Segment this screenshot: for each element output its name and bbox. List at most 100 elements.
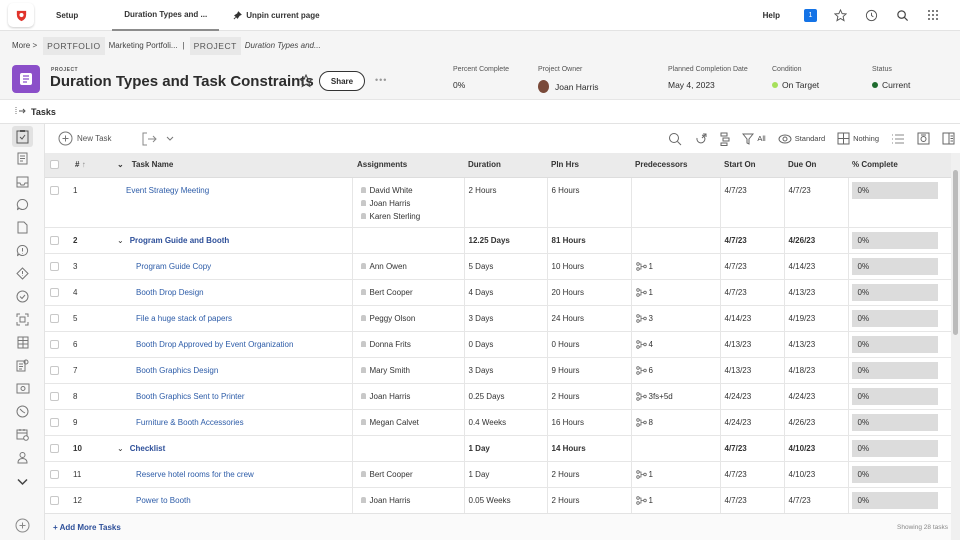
task-name-link[interactable]: Power to Booth: [136, 495, 191, 505]
predecessors-cell[interactable]: 1: [631, 253, 721, 280]
start-on-cell[interactable]: 4/7/23: [720, 279, 785, 306]
tasks-icon[interactable]: [12, 126, 33, 147]
predecessor-value[interactable]: 1: [648, 469, 653, 479]
percent-complete-cell[interactable]: 0%: [848, 279, 951, 306]
predecessors-cell[interactable]: [631, 177, 721, 228]
percent-complete-bar[interactable]: 0%: [851, 283, 938, 301]
share-button[interactable]: Share: [319, 71, 365, 91]
updates-icon[interactable]: [15, 197, 30, 212]
row-checkbox[interactable]: [50, 313, 59, 323]
select-all-checkbox[interactable]: [50, 160, 59, 170]
row-checkbox[interactable]: [50, 365, 59, 375]
predecessor-value[interactable]: 3fs+5d: [648, 391, 673, 401]
search-icon[interactable]: [668, 132, 682, 146]
column-header-assignments[interactable]: Assignments: [352, 153, 464, 178]
task-name-link[interactable]: Checklist: [129, 443, 166, 453]
breadcrumb-portfolio-link[interactable]: Marketing Portfoli...: [108, 41, 178, 50]
percent-complete-bar[interactable]: 0%: [851, 231, 938, 249]
table-row[interactable]: 8 Booth Graphics Sent to Printer Joan Harr…: [45, 383, 951, 410]
planned-hours-cell[interactable]: 6 Hours: [547, 177, 632, 228]
row-checkbox[interactable]: [50, 417, 59, 427]
document-icon[interactable]: [15, 151, 30, 166]
table-row[interactable]: 12 Power to Booth Joan Harris 0.05 Weeks 2 H…: [45, 487, 951, 513]
planned-hours-cell[interactable]: 2 Hours: [547, 461, 632, 488]
percent-complete-bar[interactable]: 0%: [851, 387, 938, 405]
row-checkbox[interactable]: [50, 185, 59, 195]
due-on-cell[interactable]: 4/7/23: [784, 487, 849, 513]
finance-icon[interactable]: [15, 381, 30, 396]
notifications-badge[interactable]: 1: [804, 8, 817, 22]
assignee[interactable]: David White: [360, 186, 464, 195]
due-on-cell[interactable]: 4/14/23: [784, 253, 849, 280]
duration-cell[interactable]: 5 Days: [464, 253, 548, 280]
percent-complete-cell[interactable]: 0%: [848, 487, 951, 513]
task-name-cell[interactable]: Booth Drop Design: [107, 279, 353, 306]
predecessor-value[interactable]: 1: [648, 261, 653, 271]
row-checkbox[interactable]: [50, 495, 59, 505]
start-on-cell[interactable]: 4/24/23: [720, 409, 785, 436]
task-name-cell[interactable]: Power to Booth: [107, 487, 353, 513]
column-header-predecessors[interactable]: Predecessors: [631, 153, 720, 178]
duration-cell[interactable]: 3 Days: [464, 357, 548, 384]
start-on-cell[interactable]: 4/7/23: [720, 177, 785, 228]
percent-complete-bar[interactable]: 0%: [851, 181, 938, 199]
column-header-pln-hrs[interactable]: Pln Hrs: [547, 153, 631, 178]
row-checkbox[interactable]: [50, 469, 59, 479]
assignee[interactable]: Peggy Olson: [360, 314, 464, 323]
predecessors-cell[interactable]: 3fs+5d: [631, 383, 721, 410]
percent-complete-bar[interactable]: 0%: [851, 257, 938, 275]
planned-hours-cell[interactable]: 0 Hours: [547, 331, 632, 358]
grouping-button[interactable]: Nothing: [837, 132, 879, 145]
app-logo[interactable]: [8, 3, 34, 27]
due-on-cell[interactable]: 4/7/23: [784, 177, 849, 228]
planned-hours-cell[interactable]: 2 Hours: [547, 383, 632, 410]
add-more-tasks-link[interactable]: + Add More Tasks: [53, 522, 121, 532]
due-on-cell[interactable]: 4/10/23: [784, 461, 849, 488]
start-on-cell[interactable]: 4/7/23: [720, 253, 785, 280]
new-task-button[interactable]: New Task: [58, 131, 112, 146]
table-row[interactable]: 6 Booth Drop Approved by Event Organizati…: [45, 331, 951, 358]
task-name-link[interactable]: Program Guide and Booth: [129, 235, 230, 245]
row-checkbox[interactable]: [50, 287, 59, 297]
favorites-star-icon[interactable]: [833, 8, 847, 22]
expand-collapse-chevron-icon[interactable]: ⌄: [117, 443, 124, 453]
table-row[interactable]: 9 Furniture & Booth Accessories Megan Calv…: [45, 409, 951, 436]
column-header-due-on[interactable]: Due On: [784, 153, 848, 178]
table-row[interactable]: 11 Reserve hotel rooms for the crew Bert C…: [45, 461, 951, 488]
due-on-cell[interactable]: 4/26/23: [784, 409, 849, 436]
due-on-cell[interactable]: 4/24/23: [784, 383, 849, 410]
predecessor-value[interactable]: 1: [648, 287, 653, 297]
table-row-parent[interactable]: 10 ⌄ Checklist 1 Day 14 Hours 4/7/23 4/10/23 0%: [45, 435, 951, 462]
assignments-cell[interactable]: Joan Harris: [352, 383, 465, 410]
approvals-icon[interactable]: [15, 289, 30, 304]
planned-hours-cell[interactable]: 81 Hours: [547, 227, 632, 254]
table-row[interactable]: 4 Booth Drop Design Bert Cooper 4 Days 20 Ho…: [45, 279, 951, 306]
percent-complete-cell[interactable]: 0%: [848, 227, 951, 254]
percent-complete-bar[interactable]: 0%: [851, 335, 938, 353]
unpin-current-page-button[interactable]: Unpin current page: [233, 11, 320, 20]
predecessor-value[interactable]: 4: [648, 339, 653, 349]
percent-complete-cell[interactable]: 0%: [848, 177, 951, 228]
file-icon[interactable]: [15, 220, 30, 235]
predecessors-cell[interactable]: 1: [631, 461, 721, 488]
issues-icon[interactable]: [15, 243, 30, 258]
proof-icon[interactable]: [15, 312, 30, 327]
due-on-cell[interactable]: 4/10/23: [784, 435, 849, 462]
assignments-cell[interactable]: [352, 435, 465, 462]
percent-complete-cell[interactable]: 0%: [848, 305, 951, 332]
column-header-task-name[interactable]: ⌄ Task Name: [107, 153, 352, 178]
details-panel-icon[interactable]: [942, 132, 955, 145]
percent-complete-bar[interactable]: 0%: [851, 309, 938, 327]
due-on-cell[interactable]: 4/18/23: [784, 357, 849, 384]
duration-cell[interactable]: 1 Day: [464, 461, 548, 488]
percent-complete-bar[interactable]: 0%: [851, 491, 938, 509]
task-name-link[interactable]: Booth Graphics Design: [136, 365, 219, 375]
indent-menu-button[interactable]: [142, 132, 174, 146]
collapse-all-chevron-icon[interactable]: ⌄: [117, 160, 124, 170]
start-on-cell[interactable]: 4/24/23: [720, 383, 785, 410]
duration-cell[interactable]: 4 Days: [464, 279, 548, 306]
filter-button[interactable]: All: [742, 133, 766, 145]
assignee[interactable]: Donna Frits: [360, 340, 464, 349]
search-icon[interactable]: [895, 8, 909, 22]
due-on-cell[interactable]: 4/26/23: [784, 227, 849, 254]
